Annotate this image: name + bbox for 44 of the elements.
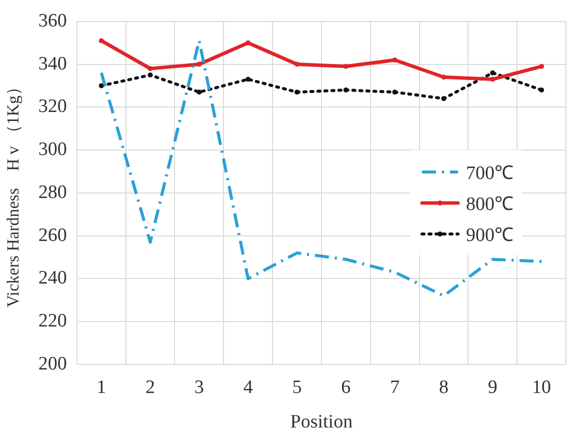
y-tick-label: 260 xyxy=(38,224,67,246)
point xyxy=(343,88,348,92)
x-tick-label: 5 xyxy=(292,376,302,398)
point xyxy=(441,96,446,102)
x-tick-label: 2 xyxy=(146,376,156,398)
legend-label: 900℃ xyxy=(466,224,514,246)
point xyxy=(490,76,496,82)
y-tick-label: 280 xyxy=(38,182,67,203)
y-tick-label: 340 xyxy=(38,53,67,74)
point xyxy=(98,38,104,44)
point xyxy=(148,66,153,72)
point xyxy=(490,70,496,76)
x-tick-label: 8 xyxy=(438,376,448,398)
point xyxy=(98,83,104,88)
x-tick-label: 6 xyxy=(341,376,351,398)
point xyxy=(148,72,153,78)
y-tick-label: 360 xyxy=(38,10,67,32)
x-axis-title: Position xyxy=(290,412,354,433)
x-tick-label: 4 xyxy=(243,376,254,398)
x-tick-label: 10 xyxy=(532,376,552,398)
point xyxy=(392,57,398,62)
y-axis-title: Vickers Hardness H v （1Kg） xyxy=(4,78,23,308)
x-tick-label: 1 xyxy=(96,376,106,398)
x-tick-label: 9 xyxy=(488,376,498,398)
point xyxy=(441,74,446,80)
y-tick-label: 320 xyxy=(38,96,67,118)
point xyxy=(246,40,251,46)
line-series xyxy=(100,39,544,298)
point xyxy=(294,62,300,67)
point xyxy=(196,62,202,67)
point xyxy=(294,90,300,95)
point xyxy=(539,88,544,92)
y-tick-label: 240 xyxy=(38,268,67,289)
point xyxy=(539,64,544,69)
legend-label: 700℃ xyxy=(466,162,514,184)
point xyxy=(246,76,251,82)
y-tick-label: 220 xyxy=(38,310,67,332)
y-tick-label: 300 xyxy=(38,139,67,160)
point xyxy=(196,90,202,95)
legend-label: 800℃ xyxy=(466,192,514,216)
point xyxy=(392,90,398,95)
y-tick-label: 200 xyxy=(38,353,67,374)
x-tick-label: 3 xyxy=(194,376,204,398)
x-tick-label: 7 xyxy=(390,376,400,398)
